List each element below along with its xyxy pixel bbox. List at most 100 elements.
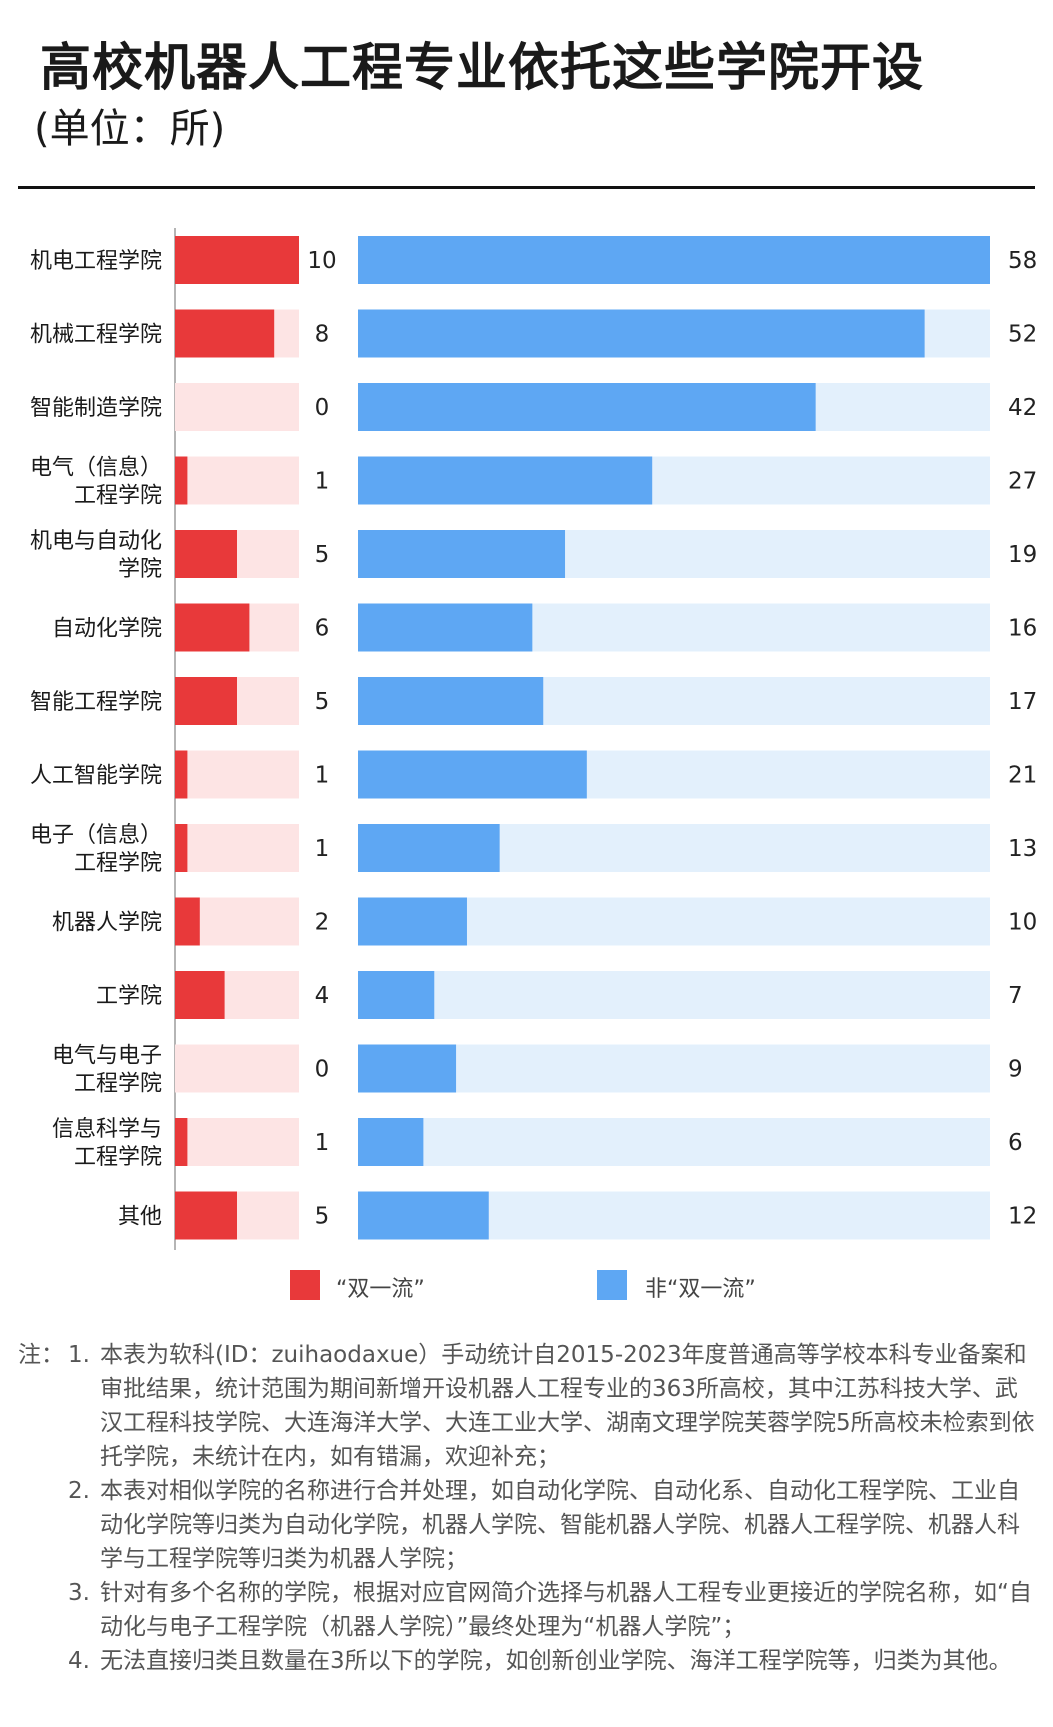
data-label-shuangyiliu: 2 bbox=[315, 910, 330, 936]
category-label: 智能制造学院 bbox=[30, 396, 162, 421]
category-label-line: 智能制造学院 bbox=[30, 396, 162, 421]
data-label-shuangyiliu: 4 bbox=[315, 983, 330, 1009]
category-label-line: 工程学院 bbox=[74, 484, 162, 509]
data-label-fei-shuangyiliu: 12 bbox=[1008, 1204, 1037, 1230]
data-label-fei-shuangyiliu: 9 bbox=[1008, 1057, 1023, 1083]
category-label: 人工智能学院 bbox=[30, 764, 162, 789]
note-item: 2. 本表对相似学院的名称进行合并处理，如自动化学院、自动化系、自动化工程学院、工… bbox=[18, 1474, 1038, 1576]
note-number: 3. bbox=[68, 1580, 90, 1606]
category-label-line: 电气（信息） bbox=[30, 456, 162, 481]
note-number: 1. bbox=[68, 1342, 90, 1368]
category-label-line: 学院 bbox=[118, 557, 162, 582]
category-label-line: 电气与电子 bbox=[52, 1044, 162, 1069]
data-label-shuangyiliu: 6 bbox=[315, 616, 330, 642]
data-label-shuangyiliu: 0 bbox=[315, 395, 330, 421]
bar-fei-shuangyiliu bbox=[358, 383, 816, 431]
category-label: 电子（信息） 工程学院 bbox=[30, 823, 162, 876]
category-label: 自动化学院 bbox=[52, 617, 162, 642]
data-label-shuangyiliu: 5 bbox=[315, 689, 330, 715]
bar-track-shuangyiliu bbox=[175, 824, 299, 872]
bar-fei-shuangyiliu bbox=[358, 897, 467, 946]
legend-label-fei-shuangyiliu: 非“双一流” bbox=[645, 1277, 756, 1302]
category-label: 智能工程学院 bbox=[30, 690, 162, 715]
note-item: 3. 针对有多个名称的学院，根据对应官网简介选择与机器人工程专业更接近的学院名称，… bbox=[18, 1576, 1038, 1644]
category-label: 机器人学院 bbox=[52, 911, 162, 936]
bar-track-fei-shuangyiliu bbox=[358, 1118, 990, 1166]
category-label: 机电与自动化学院 bbox=[30, 529, 162, 582]
bar-fei-shuangyiliu bbox=[358, 603, 533, 652]
note-number: 2. bbox=[68, 1478, 90, 1504]
bar-fei-shuangyiliu bbox=[358, 824, 500, 872]
note-number: 4. bbox=[68, 1648, 90, 1674]
category-label-line: 其他 bbox=[118, 1205, 162, 1230]
bar-fei-shuangyiliu bbox=[358, 1044, 457, 1093]
bar-fei-shuangyiliu bbox=[358, 1191, 489, 1240]
data-label-fei-shuangyiliu: 19 bbox=[1008, 542, 1037, 568]
note-text: 无法直接归类且数量在3所以下的学院，如创新创业学院、海洋工程学院等，归类为其他。 bbox=[100, 1648, 1012, 1674]
chart-title: 高校机器人工程专业依托这些学院开设 bbox=[40, 39, 925, 98]
bar-shuangyiliu bbox=[175, 824, 188, 872]
data-label-shuangyiliu: 8 bbox=[315, 322, 330, 348]
category-label-line: 工程学院 bbox=[74, 1145, 162, 1170]
bar-shuangyiliu bbox=[175, 1191, 237, 1240]
bar-track-shuangyiliu bbox=[175, 1044, 299, 1093]
data-label-fei-shuangyiliu: 42 bbox=[1008, 395, 1037, 421]
bar-fei-shuangyiliu bbox=[358, 456, 653, 505]
notes-label: 注： bbox=[18, 1342, 64, 1368]
note-text: 针对有多个名称的学院，根据对应官网简介选择与机器人工程专业更接近的学院名称，如“… bbox=[100, 1580, 1032, 1640]
category-label-line: 自动化学院 bbox=[52, 617, 162, 642]
category-label-line: 人工智能学院 bbox=[30, 764, 162, 789]
bar-fei-shuangyiliu bbox=[358, 236, 990, 284]
bar-shuangyiliu bbox=[175, 677, 237, 725]
data-label-shuangyiliu: 5 bbox=[315, 542, 330, 568]
data-label-shuangyiliu: 1 bbox=[315, 836, 330, 862]
note-item: 4. 无法直接归类且数量在3所以下的学院，如创新创业学院、海洋工程学院等，归类为其… bbox=[18, 1644, 1038, 1678]
bar-fei-shuangyiliu bbox=[358, 750, 587, 799]
category-label-line: 智能工程学院 bbox=[30, 690, 162, 715]
bar-track-shuangyiliu bbox=[175, 750, 299, 799]
category-label: 其他 bbox=[118, 1205, 162, 1230]
bar-fei-shuangyiliu bbox=[358, 309, 925, 358]
data-label-fei-shuangyiliu: 16 bbox=[1008, 616, 1037, 642]
note-text: 本表为软科(ID：zuihaodaxue）手动统计自2015-2023年度普通高… bbox=[100, 1342, 1035, 1470]
bar-track-fei-shuangyiliu bbox=[358, 971, 990, 1019]
category-label-line: 工学院 bbox=[96, 984, 162, 1009]
category-label-line: 机电与自动化 bbox=[30, 529, 162, 554]
bar-track-shuangyiliu bbox=[175, 1118, 299, 1166]
bar-shuangyiliu bbox=[175, 1118, 188, 1166]
legend-swatch-fei-shuangyiliu bbox=[597, 1270, 627, 1300]
category-label: 电气（信息） 工程学院 bbox=[30, 456, 162, 509]
category-label: 机械工程学院 bbox=[30, 323, 162, 348]
bar-shuangyiliu bbox=[175, 603, 250, 652]
data-label-shuangyiliu: 5 bbox=[315, 1204, 330, 1230]
chart-subtitle: (单位：所) bbox=[34, 106, 226, 152]
category-label: 信息科学与工程学院 bbox=[52, 1117, 162, 1170]
data-label-fei-shuangyiliu: 6 bbox=[1008, 1130, 1023, 1156]
category-label: 工学院 bbox=[96, 984, 162, 1009]
data-label-shuangyiliu: 1 bbox=[315, 469, 330, 495]
data-label-fei-shuangyiliu: 10 bbox=[1008, 910, 1037, 936]
bar-shuangyiliu bbox=[175, 236, 299, 284]
note-item: 1. 本表为软科(ID：zuihaodaxue）手动统计自2015-2023年度普… bbox=[18, 1338, 1038, 1474]
bar-fei-shuangyiliu bbox=[358, 677, 544, 725]
bar-track-shuangyiliu bbox=[175, 383, 299, 431]
category-label: 电气与电子工程学院 bbox=[52, 1044, 162, 1097]
bar-track-fei-shuangyiliu bbox=[358, 1044, 990, 1093]
category-label-line: 机器人学院 bbox=[52, 911, 162, 936]
data-label-fei-shuangyiliu: 58 bbox=[1008, 248, 1037, 274]
data-label-shuangyiliu: 0 bbox=[315, 1057, 330, 1083]
bar-track-shuangyiliu bbox=[175, 456, 299, 505]
bar-shuangyiliu bbox=[175, 897, 200, 946]
category-label: 机电工程学院 bbox=[30, 249, 162, 274]
legend-swatch-shuangyiliu bbox=[290, 1270, 320, 1300]
data-label-fei-shuangyiliu: 13 bbox=[1008, 836, 1037, 862]
category-label-line: 工程学院 bbox=[74, 1072, 162, 1097]
data-label-fei-shuangyiliu: 21 bbox=[1008, 763, 1037, 789]
footnotes: 注： 1. 本表为软科(ID：zuihaodaxue）手动统计自2015-2023… bbox=[18, 1338, 1038, 1678]
bar-fei-shuangyiliu bbox=[358, 971, 435, 1019]
title-divider bbox=[18, 186, 1035, 189]
data-label-shuangyiliu: 10 bbox=[307, 248, 336, 274]
category-label-line: 信息科学与 bbox=[52, 1117, 162, 1142]
data-label-fei-shuangyiliu: 52 bbox=[1008, 322, 1037, 348]
